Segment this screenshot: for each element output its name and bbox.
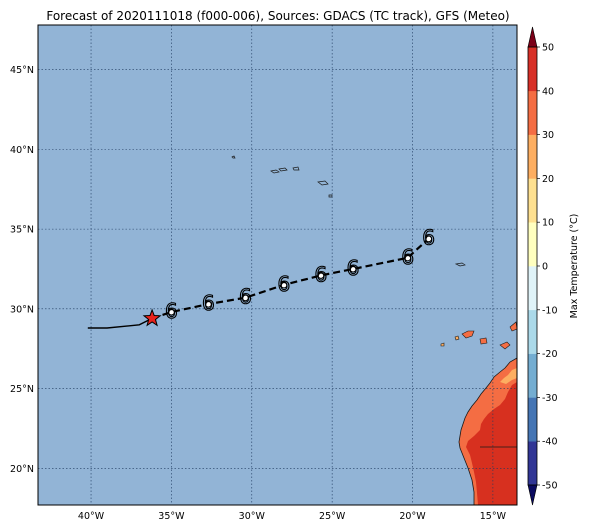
colorbar-extend-max bbox=[527, 26, 538, 48]
colorbar-tick-label: 0 bbox=[542, 262, 548, 273]
colorbar-tick-label: 40 bbox=[542, 86, 554, 97]
colorbar-label: Max Temperature (°C) bbox=[569, 214, 580, 319]
cyclone-icon: 6 bbox=[238, 284, 252, 309]
cyclone-icon: 6 bbox=[277, 271, 291, 296]
latitude-tick-label: 20°N bbox=[10, 464, 34, 475]
latitude-tick-label: 45°N bbox=[10, 65, 34, 76]
colorbar-segment bbox=[528, 178, 537, 223]
svg-text:6: 6 bbox=[401, 245, 414, 269]
storm-past-track bbox=[87, 317, 153, 329]
svg-text:6: 6 bbox=[422, 226, 435, 250]
colorbar-tick-label: 10 bbox=[542, 218, 554, 229]
colorbar-tick-label: 20 bbox=[542, 174, 554, 185]
colorbar-tick-label: -50 bbox=[542, 481, 558, 492]
longitude-ticks: 40°W 35°W 30°W 25°W 20°W 15°W bbox=[78, 511, 507, 522]
figure-title: Forecast of 2020111018 (f000-006), Sourc… bbox=[46, 9, 509, 23]
canary-island bbox=[479, 337, 488, 345]
azores-island bbox=[231, 155, 236, 159]
cyclone-icon: 6 bbox=[201, 291, 215, 316]
canary-island bbox=[454, 335, 460, 341]
cyclone-icon: 6 bbox=[401, 244, 415, 269]
canary-island bbox=[461, 330, 475, 339]
current-position-star-icon bbox=[142, 308, 162, 327]
temperature-colorbar: -50 -40 -30 -20 -10 0 10 20 30 40 50 bbox=[527, 26, 558, 506]
colorbar-tick-label: -40 bbox=[542, 437, 558, 448]
canary-island bbox=[509, 321, 517, 332]
cyclone-icon: 6 bbox=[164, 298, 178, 323]
latitude-tick-label: 40°N bbox=[10, 145, 34, 156]
colorbar-segment bbox=[528, 441, 537, 486]
cyclone-icon: 6 bbox=[314, 262, 328, 287]
colorbar-tick-label: -30 bbox=[542, 393, 558, 404]
cyclone-icon: 6 bbox=[422, 225, 436, 250]
colorbar-segment bbox=[528, 353, 537, 398]
azores-island bbox=[317, 180, 329, 186]
latitude-ticks: 20°N 25°N 30°N 35°N 40°N 45°N bbox=[10, 65, 34, 475]
colorbar-segment bbox=[528, 47, 537, 92]
colorbar-tick-label: 30 bbox=[542, 130, 554, 141]
azores-island bbox=[292, 166, 300, 171]
svg-text:6: 6 bbox=[165, 299, 178, 323]
longitude-tick-label: 35°W bbox=[158, 511, 185, 522]
colorbar-segment bbox=[528, 222, 537, 267]
latitude-tick-label: 30°N bbox=[10, 304, 34, 315]
azores-island bbox=[278, 167, 288, 172]
cyclone-icon: 6 bbox=[346, 255, 360, 280]
africa-land-hot bbox=[466, 382, 517, 505]
canary-island bbox=[440, 342, 445, 347]
graticule bbox=[38, 25, 517, 505]
colorbar-segment bbox=[528, 309, 537, 354]
azores-island bbox=[270, 169, 280, 174]
canary-island bbox=[499, 341, 511, 350]
colorbar-extend-min bbox=[527, 484, 538, 506]
longitude-tick-label: 40°W bbox=[78, 511, 105, 522]
colorbar-segment bbox=[528, 397, 537, 442]
svg-text:6: 6 bbox=[239, 285, 252, 309]
longitude-tick-label: 20°W bbox=[399, 511, 426, 522]
colorbar-tick-label: 50 bbox=[542, 43, 554, 54]
svg-text:6: 6 bbox=[347, 256, 360, 280]
longitude-tick-label: 15°W bbox=[480, 511, 507, 522]
map-area: 6 6 66 6 6 66 bbox=[38, 25, 517, 505]
colorbar-segment bbox=[528, 134, 537, 179]
colorbar-tick-label: -20 bbox=[542, 349, 558, 360]
latitude-tick-label: 25°N bbox=[10, 384, 34, 395]
madeira-island bbox=[454, 262, 466, 267]
map-frame bbox=[37, 24, 518, 506]
colorbar-tick-label: -10 bbox=[542, 305, 558, 316]
africa-inner-mild bbox=[500, 368, 517, 384]
colorbar-segment bbox=[528, 90, 537, 135]
svg-text:6: 6 bbox=[315, 262, 328, 286]
svg-text:6: 6 bbox=[202, 291, 215, 315]
longitude-tick-label: 30°W bbox=[239, 511, 266, 522]
longitude-tick-label: 25°W bbox=[319, 511, 346, 522]
cyclone-symbols: 6 6 66 6 6 66 bbox=[164, 225, 436, 323]
ocean-background bbox=[38, 25, 517, 505]
svg-text:6: 6 bbox=[278, 272, 291, 296]
colorbar-segment bbox=[528, 266, 537, 311]
latitude-tick-label: 35°N bbox=[10, 225, 34, 236]
